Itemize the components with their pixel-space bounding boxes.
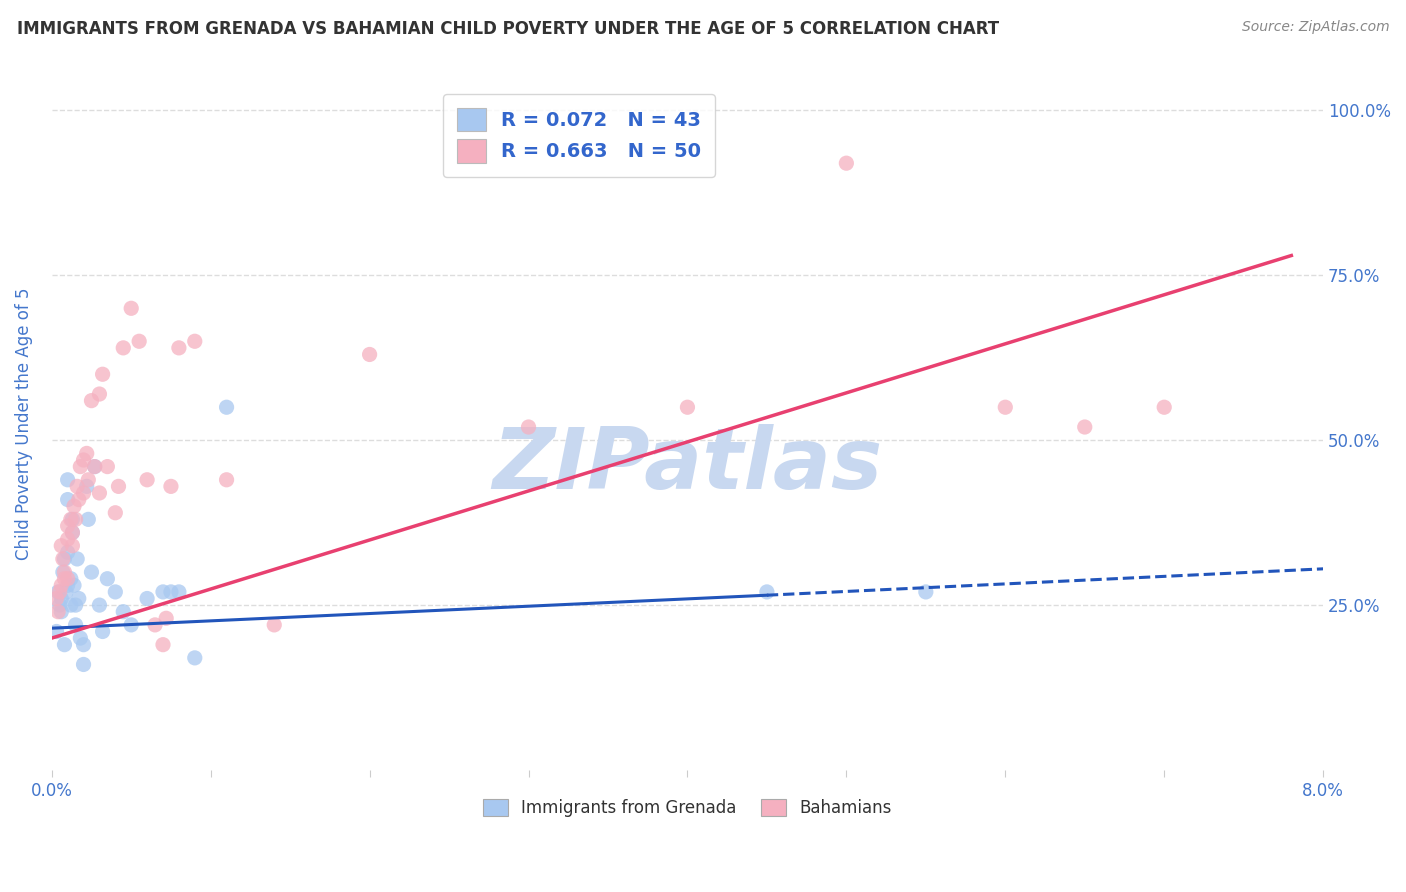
Point: [51, 605, 73, 619]
Point: [77, 473, 100, 487]
Point: [66, 479, 89, 493]
Point: [152, 638, 174, 652]
Point: [52, 552, 75, 566]
Legend: Immigrants from Grenada, Bahamians: Immigrants from Grenada, Bahamians: [477, 792, 898, 824]
Point: [46, 585, 69, 599]
Point: [59, 598, 82, 612]
Point: [62, 539, 84, 553]
Point: [96, 459, 118, 474]
Point: [63, 499, 86, 513]
Point: [120, 618, 142, 632]
Point: [143, 618, 166, 632]
Point: [52, 565, 75, 579]
Point: [63, 578, 86, 592]
Point: [65, 598, 87, 612]
Point: [1153, 401, 1175, 415]
Point: [676, 401, 699, 415]
Point: [184, 334, 207, 349]
Point: [215, 473, 238, 487]
Point: [89, 598, 111, 612]
Point: [96, 572, 118, 586]
Point: [517, 420, 540, 434]
Point: [136, 473, 159, 487]
Point: [67, 492, 90, 507]
Y-axis label: Child Poverty Under the Age of 5: Child Poverty Under the Age of 5: [15, 287, 32, 560]
Point: [160, 585, 183, 599]
Point: [76, 479, 98, 493]
Point: [1074, 420, 1097, 434]
Point: [89, 486, 111, 500]
Point: [56, 532, 79, 546]
Point: [51, 578, 73, 592]
Point: [72, 638, 94, 652]
Point: [46, 605, 69, 619]
Point: [83, 459, 105, 474]
Point: [120, 301, 142, 316]
Point: [48, 598, 70, 612]
Point: [994, 401, 1017, 415]
Point: [91, 368, 114, 382]
Point: [184, 651, 207, 665]
Point: [59, 572, 82, 586]
Point: [89, 387, 111, 401]
Text: IMMIGRANTS FROM GRENADA VS BAHAMIAN CHILD POVERTY UNDER THE AGE OF 5 CORRELATION: IMMIGRANTS FROM GRENADA VS BAHAMIAN CHIL…: [17, 20, 1000, 37]
Point: [59, 512, 82, 526]
Point: [136, 591, 159, 606]
Point: [56, 473, 79, 487]
Point: [67, 591, 90, 606]
Point: [53, 552, 76, 566]
Point: [152, 585, 174, 599]
Point: [69, 459, 91, 474]
Point: [72, 657, 94, 672]
Point: [56, 578, 79, 592]
Point: [112, 341, 135, 355]
Point: [359, 347, 381, 361]
Point: [107, 479, 129, 493]
Point: [835, 156, 858, 170]
Point: [53, 572, 76, 586]
Text: ZIPatlas: ZIPatlas: [492, 424, 883, 507]
Point: [167, 585, 190, 599]
Point: [62, 512, 84, 526]
Point: [80, 393, 103, 408]
Point: [76, 446, 98, 460]
Point: [56, 492, 79, 507]
Point: [72, 453, 94, 467]
Point: [65, 618, 87, 632]
Point: [53, 638, 76, 652]
Point: [167, 341, 190, 355]
Point: [104, 585, 127, 599]
Point: [160, 479, 183, 493]
Point: [83, 459, 105, 474]
Point: [69, 631, 91, 645]
Point: [755, 585, 778, 599]
Point: [55, 585, 77, 599]
Point: [53, 565, 76, 579]
Point: [45, 591, 67, 606]
Point: [104, 506, 127, 520]
Point: [48, 585, 70, 599]
Point: [56, 519, 79, 533]
Point: [51, 591, 73, 606]
Point: [62, 525, 84, 540]
Point: [56, 572, 79, 586]
Text: Source: ZipAtlas.com: Source: ZipAtlas.com: [1241, 20, 1389, 34]
Point: [914, 585, 936, 599]
Point: [72, 486, 94, 500]
Point: [45, 624, 67, 639]
Point: [128, 334, 150, 349]
Point: [51, 539, 73, 553]
Point: [80, 565, 103, 579]
Point: [263, 618, 285, 632]
Point: [155, 611, 177, 625]
Point: [62, 525, 84, 540]
Point: [66, 552, 89, 566]
Point: [77, 512, 100, 526]
Point: [112, 605, 135, 619]
Point: [65, 512, 87, 526]
Point: [215, 401, 238, 415]
Point: [91, 624, 114, 639]
Point: [56, 545, 79, 559]
